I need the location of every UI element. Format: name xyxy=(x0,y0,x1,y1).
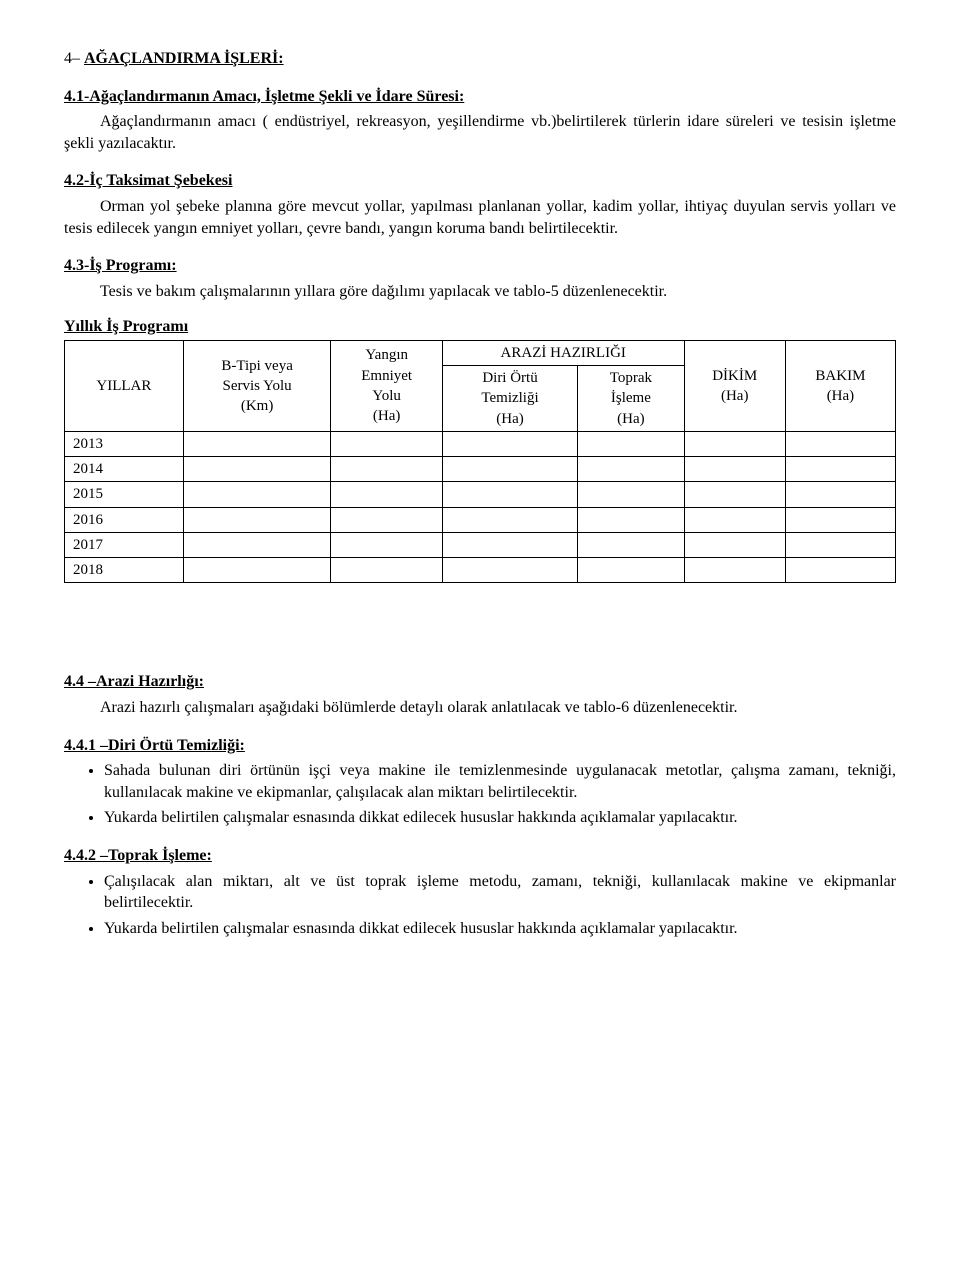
section-4-2-para: Orman yol şebeke planına göre mevcut yol… xyxy=(64,196,896,239)
year-cell: 2017 xyxy=(65,532,184,557)
col-diri-l2: Temizliği xyxy=(449,388,571,408)
year-cell: 2016 xyxy=(65,507,184,532)
section-4-3-para: Tesis ve bakım çalışmalarının yıllara gö… xyxy=(64,281,896,303)
empty-cell xyxy=(785,558,895,583)
table-row: 2014 xyxy=(65,457,896,482)
empty-cell xyxy=(331,431,442,456)
section-4-4-para: Arazi hazırlı çalışmaları aşağıdaki bölü… xyxy=(64,697,896,719)
empty-cell xyxy=(183,532,331,557)
empty-cell xyxy=(183,431,331,456)
section-4-4-1-bullets: Sahada bulunan diri örtünün işçi veya ma… xyxy=(64,760,896,829)
col-btipi-header: B-Tipi veya Servis Yolu (Km) xyxy=(183,340,331,431)
col-yillar-header: YILLAR xyxy=(65,340,184,431)
program-table-title: Yıllık İş Programı xyxy=(64,316,896,338)
table-row: 2013 xyxy=(65,431,896,456)
col-toprak-l1: Toprak xyxy=(584,368,677,388)
year-cell: 2015 xyxy=(65,482,184,507)
empty-cell xyxy=(183,457,331,482)
section-4-1-para: Ağaçlandırmanın amacı ( endüstriyel, rek… xyxy=(64,111,896,154)
empty-cell xyxy=(684,507,785,532)
col-btipi-l3: (Km) xyxy=(190,396,325,416)
col-diri-header: Diri Örtü Temizliği (Ha) xyxy=(442,366,577,432)
year-cell: 2013 xyxy=(65,431,184,456)
year-cell: 2018 xyxy=(65,558,184,583)
col-toprak-l2: İşleme xyxy=(584,388,677,408)
empty-cell xyxy=(578,558,684,583)
col-bakim-header: BAKIM (Ha) xyxy=(785,340,895,431)
col-bakim-l1: BAKIM xyxy=(792,366,889,386)
empty-cell xyxy=(785,482,895,507)
col-yangin-l2: Emniyet xyxy=(337,366,435,386)
empty-cell xyxy=(442,457,577,482)
empty-cell xyxy=(442,558,577,583)
col-yangin-l1: Yangın xyxy=(337,345,435,365)
section-4-3-title: 4.3-İş Programı: xyxy=(64,255,896,277)
empty-cell xyxy=(331,457,442,482)
table-row: 2015 xyxy=(65,482,896,507)
table-row: 2017 xyxy=(65,532,896,557)
empty-cell xyxy=(684,532,785,557)
col-toprak-l3: (Ha) xyxy=(584,409,677,429)
empty-cell xyxy=(331,558,442,583)
section-4-prefix: 4– xyxy=(64,50,84,67)
empty-cell xyxy=(183,507,331,532)
program-table: YILLAR B-Tipi veya Servis Yolu (Km) Yang… xyxy=(64,340,896,584)
empty-cell xyxy=(442,507,577,532)
col-yangin-l3: Yolu xyxy=(337,386,435,406)
empty-cell xyxy=(331,482,442,507)
section-4-4-2-bullets: Çalışılacak alan miktarı, alt ve üst top… xyxy=(64,871,896,940)
empty-cell xyxy=(442,431,577,456)
col-toprak-header: Toprak İşleme (Ha) xyxy=(578,366,684,432)
list-item: Yukarda belirtilen çalışmalar esnasında … xyxy=(104,807,896,829)
empty-cell xyxy=(183,558,331,583)
empty-cell xyxy=(684,457,785,482)
section-4-2-title: 4.2-İç Taksimat Şebekesi xyxy=(64,170,896,192)
empty-cell xyxy=(578,482,684,507)
col-diri-l1: Diri Örtü xyxy=(449,368,571,388)
section-4-1-title: 4.1-Ağaçlandırmanın Amacı, İşletme Şekli… xyxy=(64,86,896,108)
list-item: Yukarda belirtilen çalışmalar esnasında … xyxy=(104,918,896,940)
empty-cell xyxy=(183,482,331,507)
col-arazi-group-header: ARAZİ HAZIRLIĞI xyxy=(442,340,684,365)
empty-cell xyxy=(785,457,895,482)
table-row: 2016 xyxy=(65,507,896,532)
list-item: Sahada bulunan diri örtünün işçi veya ma… xyxy=(104,760,896,803)
col-btipi-l2: Servis Yolu xyxy=(190,376,325,396)
section-4-heading: 4– AĞAÇLANDIRMA İŞLERİ: xyxy=(64,48,896,70)
col-dikim-l1: DİKİM xyxy=(691,366,779,386)
col-diri-l3: (Ha) xyxy=(449,409,571,429)
year-cell: 2014 xyxy=(65,457,184,482)
empty-cell xyxy=(331,532,442,557)
list-item: Çalışılacak alan miktarı, alt ve üst top… xyxy=(104,871,896,914)
col-yangin-header: Yangın Emniyet Yolu (Ha) xyxy=(331,340,442,431)
col-yangin-l4: (Ha) xyxy=(337,406,435,426)
empty-cell xyxy=(684,431,785,456)
empty-cell xyxy=(578,431,684,456)
section-4-4-title: 4.4 –Arazi Hazırlığı: xyxy=(64,671,896,693)
empty-cell xyxy=(442,532,577,557)
col-bakim-l2: (Ha) xyxy=(792,386,889,406)
section-4-4-1-title: 4.4.1 –Diri Örtü Temizliği: xyxy=(64,735,896,757)
section-4-4-2-title: 4.4.2 –Toprak İşleme: xyxy=(64,845,896,867)
empty-cell xyxy=(785,532,895,557)
empty-cell xyxy=(785,507,895,532)
section-4-title: AĞAÇLANDIRMA İŞLERİ: xyxy=(84,50,284,67)
empty-cell xyxy=(331,507,442,532)
empty-cell xyxy=(785,431,895,456)
empty-cell xyxy=(684,482,785,507)
col-dikim-header: DİKİM (Ha) xyxy=(684,340,785,431)
table-row: 2018 xyxy=(65,558,896,583)
col-dikim-l2: (Ha) xyxy=(691,386,779,406)
empty-cell xyxy=(684,558,785,583)
empty-cell xyxy=(578,457,684,482)
col-btipi-l1: B-Tipi veya xyxy=(190,356,325,376)
empty-cell xyxy=(442,482,577,507)
empty-cell xyxy=(578,532,684,557)
empty-cell xyxy=(578,507,684,532)
program-table-body: 2013 2014 2015 2016 xyxy=(65,431,896,583)
